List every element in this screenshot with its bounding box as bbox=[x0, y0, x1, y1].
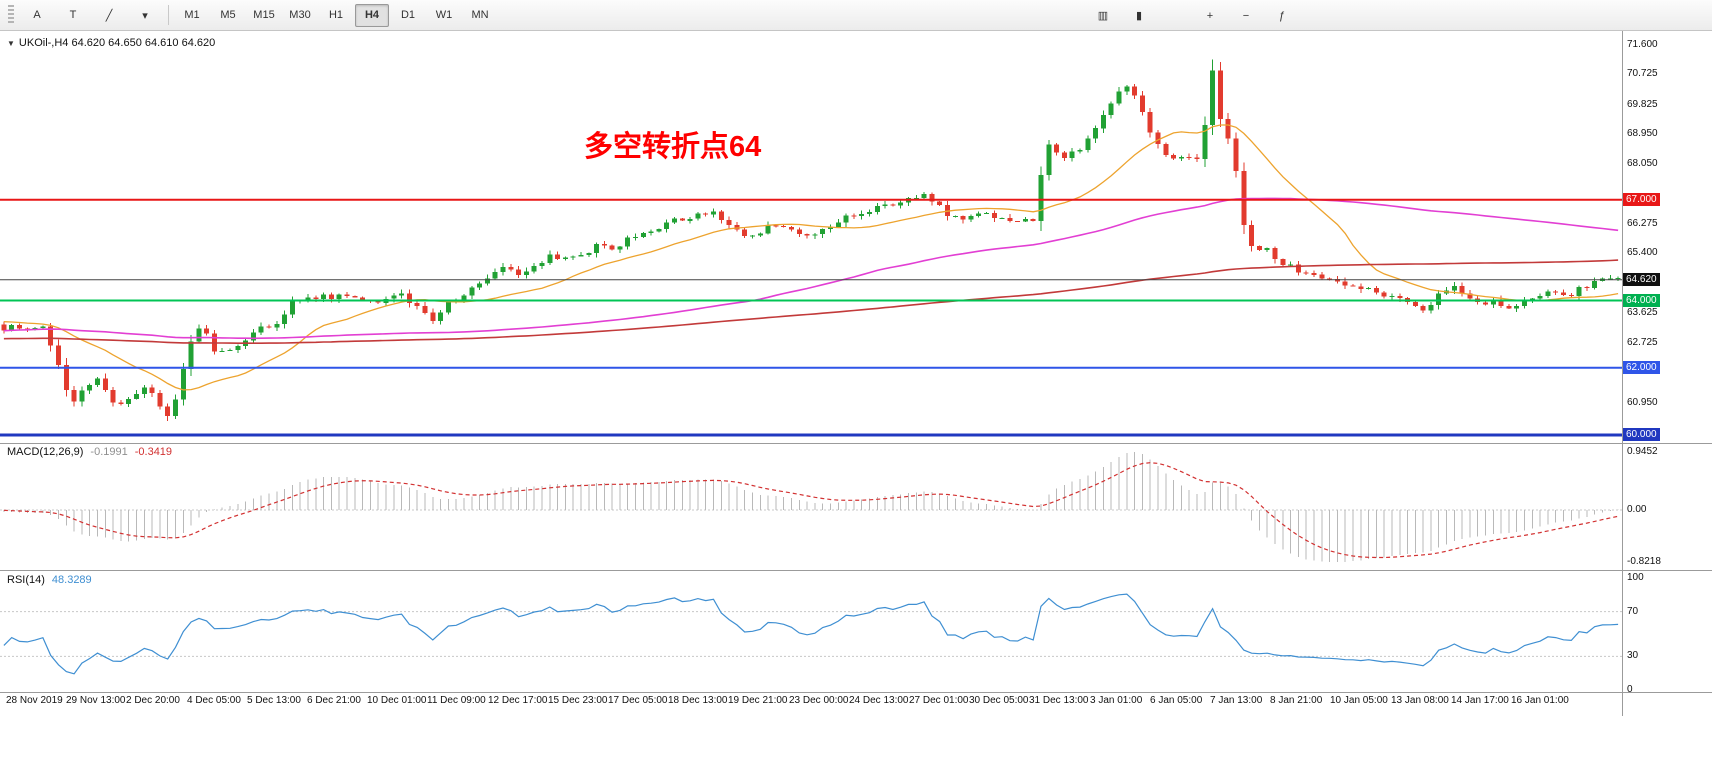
price-badge-64.620: 64.620 bbox=[1623, 273, 1660, 286]
panel-separator[interactable] bbox=[0, 443, 1712, 444]
time-axis-label: 24 Dec 13:00 bbox=[849, 695, 909, 706]
timeframe-button-h1[interactable]: H1 bbox=[328, 9, 344, 21]
price-tick-label: 66.275 bbox=[1627, 218, 1658, 229]
timeframe-button-m30[interactable]: M30 bbox=[289, 9, 311, 21]
time-axis-label: 6 Jan 05:00 bbox=[1150, 695, 1203, 706]
price-tick-label: 70.725 bbox=[1627, 68, 1658, 79]
rsi-line bbox=[3, 593, 1619, 675]
price-tick-label: 69.825 bbox=[1627, 99, 1658, 110]
symbol-ohlc-label: ▼ UKOil-,H4 64.620 64.650 64.610 64.620 bbox=[7, 37, 215, 49]
timeframe-button-mn[interactable]: MN bbox=[471, 9, 489, 21]
rsi-panel-canvas[interactable] bbox=[0, 571, 1622, 692]
time-axis-label: 5 Dec 13:00 bbox=[247, 695, 301, 706]
price-badge-64.000: 64.000 bbox=[1623, 294, 1660, 307]
macd-axis-label: 0.00 bbox=[1627, 504, 1647, 515]
time-axis-label: 13 Jan 08:00 bbox=[1391, 695, 1449, 706]
timeframe-button-m15[interactable]: M15 bbox=[253, 9, 275, 21]
collapse-triangle-icon[interactable]: ▼ bbox=[7, 39, 15, 48]
price-tick-label: 63.625 bbox=[1627, 307, 1658, 318]
panel-separator[interactable] bbox=[0, 692, 1712, 693]
timeframe-button-d1[interactable]: D1 bbox=[400, 9, 416, 21]
cursor-tool-button[interactable]: A bbox=[33, 9, 41, 21]
timeframe-button-h4[interactable]: H4 bbox=[355, 3, 389, 27]
time-axis-label: 17 Dec 05:00 bbox=[608, 695, 668, 706]
time-axis-label: 11 Dec 09:00 bbox=[427, 695, 486, 706]
text-tool-button[interactable]: T bbox=[69, 9, 77, 21]
ma-slow-line bbox=[3, 259, 1619, 345]
time-axis-label: 12 Dec 17:00 bbox=[488, 695, 548, 706]
timeframe-button-w1[interactable]: W1 bbox=[435, 9, 453, 21]
rsi-axis-label: 70 bbox=[1627, 606, 1639, 617]
rsi-value: 48.3289 bbox=[51, 574, 92, 586]
rsi-indicator-label: RSI(14) 48.3289 bbox=[7, 574, 92, 586]
panel-separator[interactable] bbox=[0, 570, 1712, 571]
rsi-axis-label: 30 bbox=[1627, 650, 1639, 661]
toolbar-separator bbox=[168, 5, 169, 25]
time-axis-label: 3 Jan 01:00 bbox=[1090, 695, 1143, 706]
ma-fast-line bbox=[3, 124, 1619, 391]
symbol-ohlc-text: UKOil-,H4 64.620 64.650 64.610 64.620 bbox=[18, 37, 216, 49]
zoom-out-button[interactable]: − bbox=[1242, 9, 1250, 22]
macd-signal-value: -0.3419 bbox=[134, 446, 173, 458]
chart-annotation-text[interactable]: 多空转折点64 bbox=[584, 131, 762, 163]
time-axis-label: 23 Dec 00:00 bbox=[789, 695, 849, 706]
price-tick-label: 71.600 bbox=[1627, 39, 1658, 50]
time-axis-label: 15 Dec 23:00 bbox=[548, 695, 608, 706]
indicators-button[interactable]: ƒ bbox=[1278, 9, 1286, 22]
time-axis-label: 30 Dec 05:00 bbox=[969, 695, 1029, 706]
price-axis-separator bbox=[1622, 30, 1623, 716]
time-axis-label: 19 Dec 21:00 bbox=[728, 695, 788, 706]
timeframe-button-m5[interactable]: M5 bbox=[220, 9, 236, 21]
time-axis-label: 31 Dec 13:00 bbox=[1029, 695, 1089, 706]
time-axis-label: 7 Jan 13:00 bbox=[1210, 695, 1263, 706]
time-axis-label: 14 Jan 17:00 bbox=[1451, 695, 1509, 706]
time-axis-label: 4 Dec 05:00 bbox=[187, 695, 241, 706]
rsi-title: RSI(14) bbox=[7, 574, 45, 586]
price-tick-label: 62.725 bbox=[1627, 337, 1658, 348]
time-axis-label: 27 Dec 01:00 bbox=[909, 695, 969, 706]
draw-tool-button[interactable]: ╱ bbox=[105, 9, 113, 22]
time-axis-label: 18 Dec 13:00 bbox=[668, 695, 728, 706]
macd-panel-canvas[interactable] bbox=[0, 443, 1622, 570]
time-axis-label: 16 Jan 01:00 bbox=[1511, 695, 1569, 706]
macd-indicator-label: MACD(12,26,9) -0.1991 -0.3419 bbox=[7, 446, 172, 458]
macd-histogram bbox=[3, 452, 1619, 562]
rsi-axis-label: 100 bbox=[1627, 572, 1644, 583]
candlestick-chart-button[interactable]: ▮ bbox=[1135, 10, 1143, 22]
toolbar: A T ╱ ▾ M1 M5 M15 M30 H1 H4 D1 W1 MN ▥ ▮ + − ƒ bbox=[0, 0, 1712, 31]
bar-chart-button[interactable]: ▥ bbox=[1097, 10, 1109, 22]
time-axis-label: 10 Dec 01:00 bbox=[367, 695, 427, 706]
price-tick-label: 65.400 bbox=[1627, 247, 1658, 258]
time-axis-label: 29 Nov 13:00 bbox=[66, 695, 126, 706]
price-tick-label: 68.050 bbox=[1627, 158, 1658, 169]
price-tick-label: 60.950 bbox=[1627, 397, 1658, 408]
price-badge-62.000: 62.000 bbox=[1623, 361, 1660, 374]
rsi-axis-label: 0 bbox=[1627, 684, 1633, 695]
macd-title: MACD(12,26,9) bbox=[7, 446, 84, 458]
timeframe-button-m1[interactable]: M1 bbox=[184, 9, 200, 21]
price-tick-label: 68.950 bbox=[1627, 128, 1658, 139]
toolbar-group: + − ƒ bbox=[1192, 4, 1300, 27]
zoom-in-button[interactable]: + bbox=[1206, 9, 1214, 22]
time-axis-label: 28 Nov 2019 bbox=[6, 695, 63, 706]
candles-layer bbox=[1, 59, 1621, 421]
price-badge-60.000: 60.000 bbox=[1623, 428, 1660, 441]
price-chart-canvas[interactable] bbox=[0, 30, 1622, 443]
macd-axis-label: 0.9452 bbox=[1627, 446, 1658, 457]
time-axis-label: 6 Dec 21:00 bbox=[307, 695, 361, 706]
time-axis-label: 8 Jan 21:00 bbox=[1270, 695, 1323, 706]
macd-main-value: -0.1991 bbox=[90, 446, 128, 458]
ma-mid-line bbox=[3, 197, 1619, 340]
toolbar-group: ▥ ▮ bbox=[1085, 4, 1157, 27]
macd-axis-label: -0.8218 bbox=[1627, 556, 1661, 567]
time-axis-label: 2 Dec 20:00 bbox=[126, 695, 180, 706]
draw-caret-icon[interactable]: ▾ bbox=[142, 9, 148, 22]
toolbar-grip[interactable] bbox=[8, 5, 14, 25]
time-axis-label: 10 Jan 05:00 bbox=[1330, 695, 1388, 706]
price-badge-67.000: 67.000 bbox=[1623, 193, 1660, 206]
